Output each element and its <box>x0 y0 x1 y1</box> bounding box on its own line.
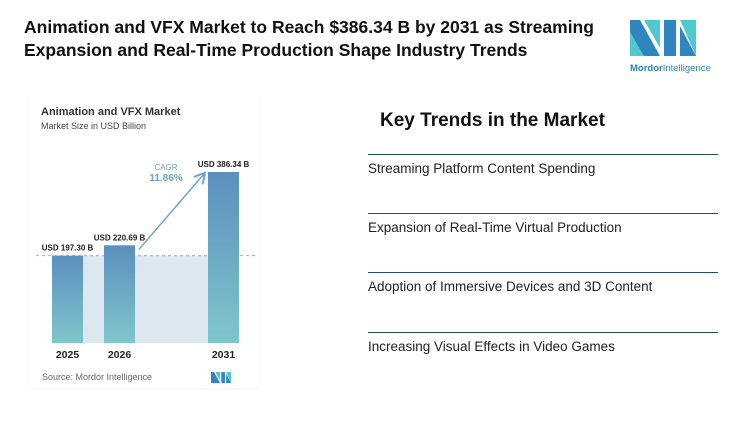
x-tick-label: 2031 <box>212 349 236 361</box>
data-label: USD 386.34 B <box>198 160 250 169</box>
x-tick-label: 2026 <box>108 349 132 361</box>
bar-2031 <box>208 172 239 343</box>
x-tick-label: 2025 <box>56 349 80 361</box>
bar-2025 <box>52 255 83 343</box>
trend-item: Streaming Platform Content Spending <box>368 154 718 176</box>
trends-title: Key Trends in the Market <box>380 110 605 131</box>
cagr-arrow <box>138 174 204 250</box>
data-label: USD 197.30 B <box>42 244 94 253</box>
trend-item: Adoption of Immersive Devices and 3D Con… <box>368 272 718 294</box>
logo-text: MordorIntelligence <box>630 63 711 74</box>
mordor-small-logo-icon <box>211 372 231 383</box>
bar-2026 <box>104 245 135 343</box>
chart-subtitle: Market Size in USD Billion <box>41 121 147 131</box>
chart-source: Source: Mordor Intelligence <box>42 372 153 382</box>
chart-title: Animation and VFX Market <box>41 106 181 118</box>
mordor-logo-icon <box>630 20 696 56</box>
cagr-label: CAGR <box>154 163 177 172</box>
page-title: Animation and VFX Market to Reach $386.3… <box>24 17 594 60</box>
trend-item: Expansion of Real-Time Virtual Productio… <box>368 213 718 235</box>
mordor-logo: MordorIntelligence <box>630 20 711 74</box>
cagr-value: 11.86% <box>149 173 182 184</box>
data-label: USD 220.69 B <box>94 233 146 242</box>
chart-area-shade <box>52 255 239 343</box>
trend-item: Increasing Visual Effects in Video Games <box>368 332 718 354</box>
